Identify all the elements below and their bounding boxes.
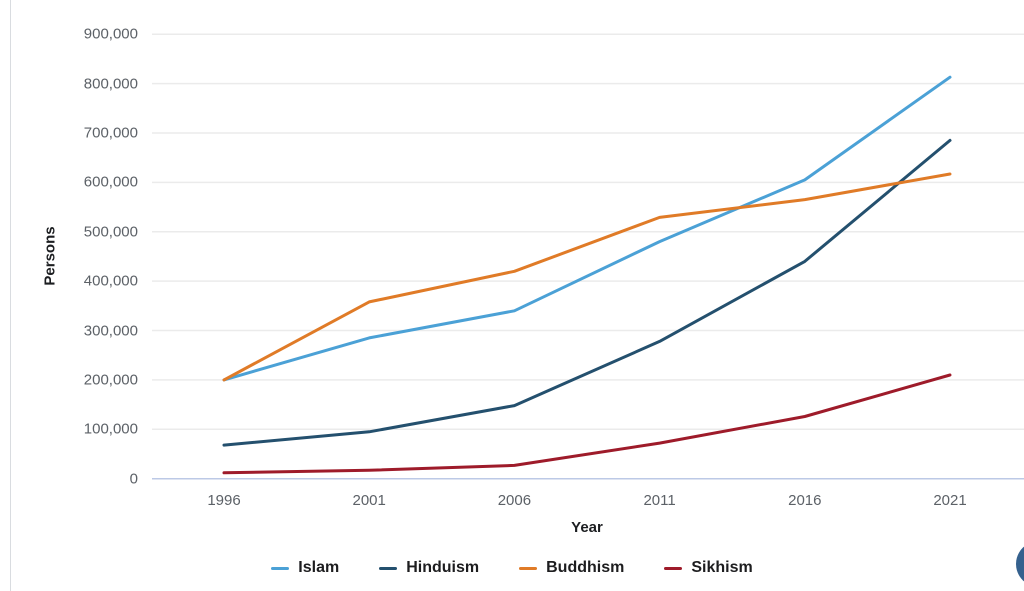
legend-swatch-icon xyxy=(271,566,290,570)
y-tick-label: 500,000 xyxy=(83,223,138,241)
y-tick-label: 0 xyxy=(129,470,138,488)
x-tick-label: 2001 xyxy=(352,492,386,509)
x-tick-label: 1996 xyxy=(207,492,241,509)
chart-legend: Islam Hinduism Buddhism Sikhism xyxy=(0,558,1024,578)
y-tick-label: 900,000 xyxy=(83,25,138,43)
y-tick-label: 400,000 xyxy=(83,272,138,290)
x-tick-label: 2021 xyxy=(933,492,967,509)
legend-label: Sikhism xyxy=(691,559,753,576)
page-left-border xyxy=(10,0,11,591)
floating-action-button[interactable] xyxy=(1016,541,1024,587)
series-line-hinduism xyxy=(222,138,952,447)
legend-label: Buddhism xyxy=(546,559,625,576)
x-tick-label: 2006 xyxy=(497,492,532,509)
y-tick-label: 700,000 xyxy=(83,124,138,142)
x-tick-label: 2011 xyxy=(643,492,676,509)
y-tick-label: 600,000 xyxy=(83,173,138,191)
legend-item-islam[interactable]: Islam xyxy=(271,558,339,578)
legend-swatch-icon xyxy=(379,566,398,570)
y-tick-label: 100,000 xyxy=(83,420,138,438)
series-line-islam xyxy=(222,75,952,382)
series-line-buddhism xyxy=(222,172,952,382)
legend-label: Islam xyxy=(298,559,340,576)
legend-item-sikhism[interactable]: Sikhism xyxy=(664,558,753,578)
legend-swatch-icon xyxy=(519,566,538,570)
series-line-sikhism xyxy=(222,373,952,475)
legend-swatch-icon xyxy=(664,566,683,570)
y-tick-label: 200,000 xyxy=(83,371,138,389)
legend-item-hinduism[interactable]: Hinduism xyxy=(379,558,479,578)
y-tick-label: 300,000 xyxy=(83,322,138,340)
y-tick-label: 800,000 xyxy=(83,75,138,93)
legend-label: Hinduism xyxy=(406,559,480,576)
y-axis-title: Persons xyxy=(41,226,59,286)
x-tick-label: 2016 xyxy=(788,492,822,509)
x-axis-title: Year xyxy=(571,519,603,536)
legend-item-buddhism[interactable]: Buddhism xyxy=(519,558,624,578)
